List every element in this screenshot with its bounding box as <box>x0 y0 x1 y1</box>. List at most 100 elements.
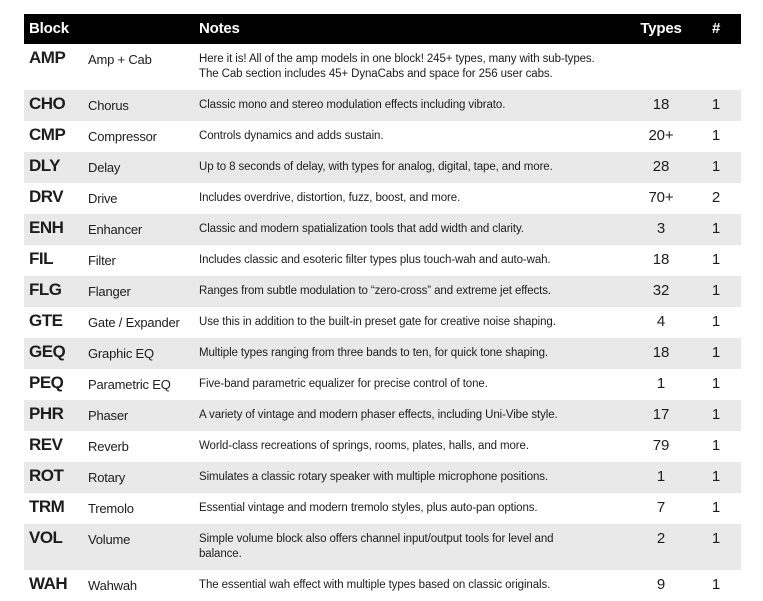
cell-types-count: 1 <box>656 468 666 485</box>
cell-types-count: 17 <box>652 406 670 423</box>
cell-block-code: TRM <box>29 497 65 516</box>
cell-block-code: GTE <box>29 311 63 330</box>
cell-block-name: Drive <box>88 191 118 206</box>
cell-block-code: CHO <box>29 94 66 113</box>
table-header-row: Block Notes Types # <box>24 14 742 44</box>
column-header-notes: Notes <box>199 14 632 44</box>
cell-notes: Here it is! All of the amp models in one… <box>199 53 595 80</box>
cell-instance-count: 2 <box>711 189 721 206</box>
table-row: FIL Filter Includes classic and esoteric… <box>24 245 741 276</box>
table-row: REV Reverb World-class recreations of sp… <box>24 431 741 462</box>
table-row: FLG Flanger Ranges from subtle modulatio… <box>24 276 742 307</box>
cell-block-code: REV <box>29 435 63 454</box>
cell-block-name: Amp + Cab <box>88 52 152 67</box>
cell-instance-count: 1 <box>711 375 721 392</box>
cell-instance-count: 1 <box>711 282 721 299</box>
cell-notes: Classic mono and stereo modulation effec… <box>199 99 506 111</box>
cell-block-code: AMP <box>29 48 66 67</box>
cell-types-count: 79 <box>652 437 670 454</box>
cell-instance-count: 1 <box>711 499 721 516</box>
cell-notes: The essential wah effect with multiple t… <box>199 579 551 591</box>
table-row: CMP Compressor Controls dynamics and add… <box>24 121 741 152</box>
cell-types-count: 32 <box>652 282 670 299</box>
cell-instance-count: 1 <box>711 220 721 237</box>
cell-block-name: Flanger <box>88 284 131 299</box>
cell-notes: Use this in addition to the built-in pre… <box>199 316 556 328</box>
cell-types-count: 9 <box>656 576 666 593</box>
cell-notes: Classic and modern spatialization tools … <box>199 223 524 235</box>
table-row: VOL Volume Simple volume block also offe… <box>24 524 742 570</box>
cell-instance-count: 1 <box>711 158 721 175</box>
cell-instance-count: 1 <box>711 437 721 454</box>
cell-block-name: Delay <box>88 160 121 175</box>
cell-notes: Simulates a classic rotary speaker with … <box>199 471 549 483</box>
cell-block-code: GEQ <box>29 342 66 361</box>
cell-notes: Up to 8 seconds of delay, with types for… <box>199 161 553 173</box>
cell-block-name: Chorus <box>88 98 129 113</box>
cell-instance-count: 1 <box>711 96 721 113</box>
cell-notes: Includes classic and esoteric filter typ… <box>199 254 551 266</box>
cell-instance-count: 1 <box>711 406 721 423</box>
cell-types-count <box>631 44 691 90</box>
table-row: PEQ Parametric EQ Five-band parametric e… <box>24 369 741 400</box>
table-row: GEQ Graphic EQ Multiple types ranging fr… <box>24 338 742 369</box>
cell-block-code: WAH <box>29 574 68 593</box>
cell-types-count: 4 <box>656 313 666 330</box>
cell-notes: Ranges from subtle modulation to “zero-c… <box>199 285 552 297</box>
cell-block-name: Volume <box>88 532 131 547</box>
table-row: AMP Amp + Cab Here it is! All of the amp… <box>24 44 741 90</box>
column-header-types: Types <box>631 14 692 44</box>
cell-types-count: 28 <box>652 158 670 175</box>
cell-block-name: Wahwah <box>88 578 137 593</box>
cell-block-name: Reverb <box>88 439 129 454</box>
cell-notes: A variety of vintage and modern phaser e… <box>199 409 558 421</box>
cell-types-count: 18 <box>652 344 670 361</box>
cell-block-name: Filter <box>88 253 116 268</box>
cell-instance-count: 1 <box>711 127 721 144</box>
cell-instance-count: 1 <box>711 251 721 268</box>
cell-instance-count: 1 <box>711 313 721 330</box>
cell-block-code: DRV <box>29 187 64 206</box>
table-row: CHO Chorus Classic mono and stereo modul… <box>24 90 742 121</box>
cell-notes: Includes overdrive, distortion, fuzz, bo… <box>199 192 461 204</box>
cell-block-name: Graphic EQ <box>88 346 154 361</box>
table-row: WAH Wahwah The essential wah effect with… <box>24 570 741 601</box>
cell-instance-count: 1 <box>711 468 721 485</box>
cell-instance-count <box>691 44 741 90</box>
table-row: TRM Tremolo Essential vintage and modern… <box>24 493 741 524</box>
cell-notes: Five-band parametric equalizer for preci… <box>199 378 488 390</box>
cell-types-count: 18 <box>652 251 670 268</box>
cell-notes: Multiple types ranging from three bands … <box>199 347 548 359</box>
column-header-block: Block <box>24 14 200 44</box>
cell-block-code: FLG <box>29 280 62 299</box>
cell-types-count: 3 <box>656 220 666 237</box>
cell-types-count: 7 <box>656 499 666 516</box>
cell-block-code: ENH <box>29 218 64 237</box>
table-row: DLY Delay Up to 8 seconds of delay, with… <box>24 152 742 183</box>
cell-types-count: 2 <box>656 530 666 547</box>
cell-block-name: Gate / Expander <box>88 315 180 330</box>
table-body: AMP Amp + Cab Here it is! All of the amp… <box>24 44 742 601</box>
blocks-table: Block Notes Types # AMP Amp + Cab Here i… <box>24 14 742 601</box>
cell-notes: World-class recreations of springs, room… <box>199 440 529 452</box>
blocks-reference-table-container: Block Notes Types # AMP Amp + Cab Here i… <box>24 14 742 601</box>
cell-block-name: Enhancer <box>88 222 143 237</box>
cell-block-code: FIL <box>29 249 54 268</box>
cell-block-name: Parametric EQ <box>88 377 171 392</box>
cell-types-count: 1 <box>656 375 666 392</box>
cell-block-name: Rotary <box>88 470 126 485</box>
table-row: ENH Enhancer Classic and modern spatiali… <box>24 214 742 245</box>
cell-block-code: DLY <box>29 156 60 175</box>
cell-block-code: VOL <box>29 528 63 547</box>
cell-types-count: 18 <box>652 96 670 113</box>
cell-block-name: Phaser <box>88 408 128 423</box>
cell-instance-count: 1 <box>711 530 721 547</box>
cell-types-count: 70+ <box>648 189 674 206</box>
cell-instance-count: 1 <box>711 576 721 593</box>
cell-instance-count: 1 <box>711 344 721 361</box>
cell-block-code: PHR <box>29 404 64 423</box>
table-row: PHR Phaser A variety of vintage and mode… <box>24 400 742 431</box>
table-row: ROT Rotary Simulates a classic rotary sp… <box>24 462 742 493</box>
cell-types-count: 20+ <box>648 127 674 144</box>
cell-block-name: Compressor <box>88 129 157 144</box>
